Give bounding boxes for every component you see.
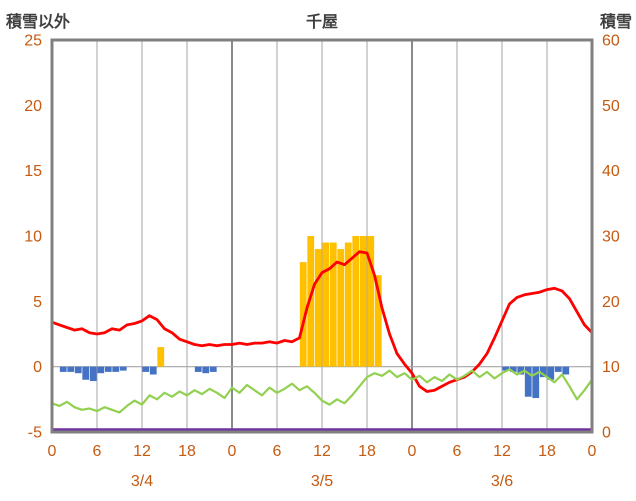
svg-text:60: 60 (602, 33, 620, 50)
svg-text:3/4: 3/4 (131, 473, 153, 490)
svg-text:3/5: 3/5 (311, 473, 333, 490)
svg-text:18: 18 (538, 443, 556, 460)
svg-text:3/6: 3/6 (491, 473, 513, 490)
blue-bars (59, 366, 570, 399)
svg-text:20: 20 (24, 98, 42, 115)
svg-text:12: 12 (493, 443, 511, 460)
svg-text:-5: -5 (28, 425, 42, 442)
svg-text:18: 18 (358, 443, 376, 460)
orange-bars (157, 236, 382, 367)
svg-text:10: 10 (24, 229, 42, 246)
svg-text:0: 0 (408, 443, 417, 460)
svg-text:25: 25 (24, 33, 42, 50)
x-axis-day-labels: 3/4 3/5 3/6 (131, 473, 513, 490)
x-axis-ticks: 0 6 12 18 0 6 12 18 0 6 12 18 0 (48, 443, 597, 460)
svg-text:0: 0 (602, 425, 611, 442)
svg-text:10: 10 (602, 359, 620, 376)
svg-text:0: 0 (33, 359, 42, 376)
svg-text:0: 0 (48, 443, 57, 460)
svg-text:0: 0 (588, 443, 597, 460)
gridlines (52, 40, 592, 432)
left-axis-ticks: 25 20 15 10 5 0 -5 (24, 33, 42, 442)
svg-text:20: 20 (602, 294, 620, 311)
svg-text:5: 5 (33, 294, 42, 311)
chart-title: 千屋 (305, 14, 338, 31)
green-line (50, 368, 594, 414)
right-axis-title: 積雪 (599, 14, 632, 31)
svg-text:12: 12 (313, 443, 331, 460)
svg-text:15: 15 (24, 163, 42, 180)
svg-text:30: 30 (602, 229, 620, 246)
right-axis-ticks: 60 50 40 30 20 10 0 (602, 33, 620, 442)
left-axis-title: 積雪以外 (6, 14, 71, 31)
svg-text:6: 6 (453, 443, 462, 460)
svg-text:0: 0 (228, 443, 237, 460)
svg-text:12: 12 (133, 443, 151, 460)
svg-text:40: 40 (602, 163, 620, 180)
svg-text:50: 50 (602, 98, 620, 115)
svg-text:18: 18 (178, 443, 196, 460)
plot-border (50, 38, 594, 434)
red-line (50, 250, 594, 393)
svg-text:6: 6 (93, 443, 102, 460)
svg-text:6: 6 (273, 443, 282, 460)
